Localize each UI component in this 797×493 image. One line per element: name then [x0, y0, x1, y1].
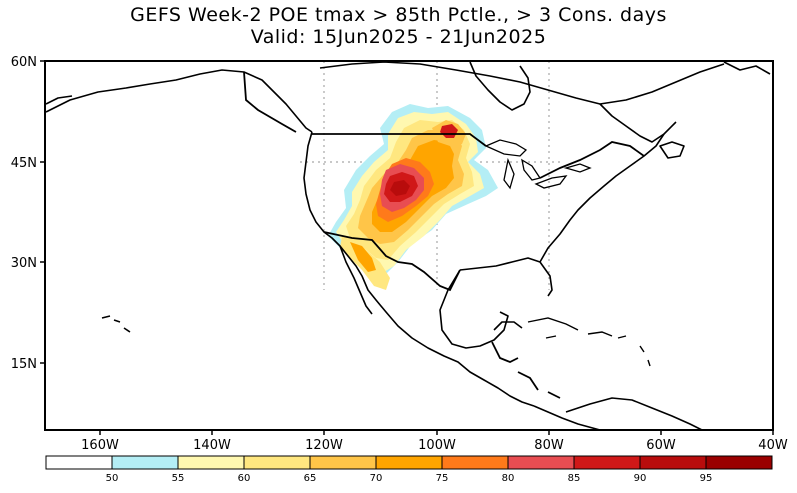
color-legend-labels: 50 55 60 65 70 75 80 85 90 95: [106, 473, 713, 484]
pacific-coast: [303, 131, 535, 407]
aleutian-coast: [45, 95, 73, 105]
legend-tick-label: 50: [106, 473, 119, 484]
probability-shading: [328, 104, 498, 290]
yucatan: [493, 321, 523, 331]
shade-95: [390, 180, 410, 196]
mexico-gulf-coast: [439, 269, 509, 349]
legend-box-7: [507, 455, 575, 470]
legend-box-5: [375, 455, 443, 470]
legend-tick-label: 65: [304, 473, 317, 484]
color-legend-boxes: [45, 455, 773, 470]
coastlines: [45, 61, 771, 430]
legend-box-9: [639, 455, 707, 470]
hudson-bay: [469, 61, 531, 111]
lat-label-15n: 15N: [11, 357, 37, 372]
lat-label-30n: 30N: [11, 256, 37, 271]
legend-tick-label: 95: [700, 473, 713, 484]
map-frame: [44, 60, 774, 431]
legend-tick-label: 55: [172, 473, 185, 484]
labrador-coast: [599, 103, 677, 143]
newfoundland: [659, 141, 685, 159]
legend-box-1: [111, 455, 179, 470]
lon-label-120w: 120W: [305, 438, 343, 453]
canada-arctic: [319, 61, 725, 105]
legend-box-10: [705, 455, 773, 470]
central-america-borders: [517, 371, 561, 399]
longitude-labels: 160W 140W 120W 100W 80W 60W 40W: [81, 438, 788, 453]
central-america: [533, 405, 601, 430]
lon-label-140w: 140W: [193, 438, 231, 453]
alaska-canada-border: [243, 71, 297, 133]
lat-label-45n: 45N: [11, 156, 37, 171]
mexico-guatemala: [491, 341, 519, 363]
legend-box-8: [573, 455, 641, 470]
legend-tick-label: 75: [436, 473, 449, 484]
legend-tick-label: 90: [634, 473, 647, 484]
title-line-1: GEFS Week-2 POE tmax > 85th Pctle., > 3 …: [130, 4, 667, 26]
gulf-coast-us: [459, 257, 553, 297]
legend-tick-label: 85: [568, 473, 581, 484]
south-america-north: [565, 397, 703, 430]
lon-label-100w: 100W: [418, 438, 456, 453]
us-mexico-border: [323, 231, 461, 292]
great-lakes: [484, 139, 592, 190]
lon-label-40w: 40W: [758, 438, 788, 453]
longitude-ticks: [99, 430, 774, 435]
caribbean-islands: [527, 317, 651, 367]
us-canada-border: [312, 133, 487, 147]
shade-southwest-core: [350, 242, 376, 272]
legend-box-6: [441, 455, 509, 470]
legend-box-2: [177, 455, 245, 470]
political-borders: [243, 71, 645, 399]
legend-tick-label: 60: [238, 473, 251, 484]
baja-peninsula: [339, 245, 373, 315]
legend-box-0: [45, 455, 113, 470]
us-canada-east: [539, 141, 645, 179]
legend-box-3: [243, 455, 311, 470]
lat-label-60n: 60N: [11, 55, 37, 70]
atlantic-coast: [539, 133, 665, 263]
legend-tick-label: 70: [370, 473, 383, 484]
latitude-ticks: [40, 60, 45, 364]
latitude-labels: 60N 45N 30N 15N: [11, 55, 37, 372]
legend-box-4: [309, 455, 377, 470]
lon-label-60w: 60W: [646, 438, 676, 453]
lon-label-80w: 80W: [534, 438, 564, 453]
hawaii-islands: [101, 315, 131, 333]
legend-tick-label: 80: [502, 473, 515, 484]
map-title: GEFS Week-2 POE tmax > 85th Pctle., > 3 …: [0, 4, 797, 48]
lon-label-160w: 160W: [81, 438, 119, 453]
title-line-2: Valid: 15Jun2025 - 21Jun2025: [250, 26, 547, 48]
alaska-coast: [45, 69, 313, 133]
greenland-south: [723, 61, 771, 75]
